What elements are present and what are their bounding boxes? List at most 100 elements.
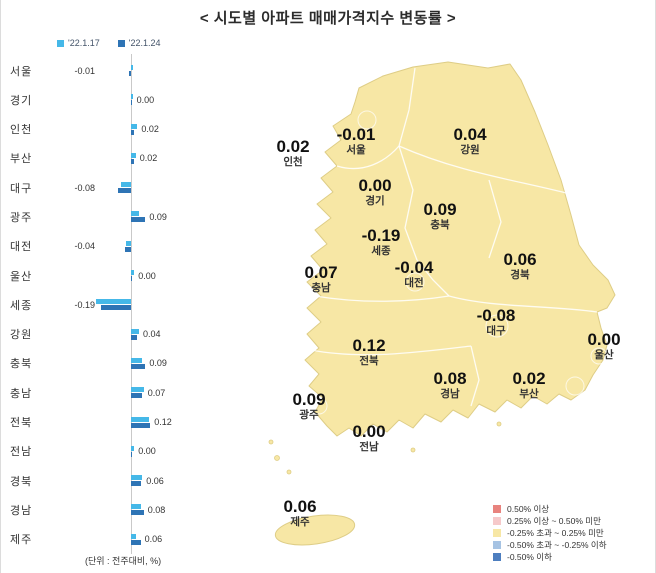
bar-week1 xyxy=(131,533,136,539)
bar-week1 xyxy=(131,445,135,451)
map-region-label-gwangju: 0.09 광주 xyxy=(292,391,325,421)
bar-week1 xyxy=(126,240,131,246)
value-label: 0.06 xyxy=(144,534,163,545)
region-label: 전남 xyxy=(10,446,33,459)
bar-week1 xyxy=(131,94,133,100)
value-label: 0.00 xyxy=(138,270,156,281)
region-label: 경기 xyxy=(10,94,33,107)
bar-week1 xyxy=(131,328,139,334)
map-region-name: 광주 xyxy=(299,408,319,421)
value-label: -0.01 xyxy=(74,65,95,76)
mainland xyxy=(304,61,616,437)
chart-row: 울산 0.00 xyxy=(7,261,257,290)
map-region-label-sejong: -0.19 세종 xyxy=(362,227,401,257)
jeju-shape xyxy=(274,514,356,546)
jeju-island xyxy=(274,514,356,546)
chart-row: 전북 0.12 xyxy=(7,408,257,437)
map-region-name: 경기 xyxy=(365,194,385,207)
map-legend-label: -0.50% 이하 xyxy=(507,552,552,562)
region-label: 경북 xyxy=(10,475,33,488)
map-region-value: 0.07 xyxy=(304,263,338,282)
bar-week2 xyxy=(131,158,135,164)
map-legend-label: 0.25% 이상 ~ 0.50% 미만 xyxy=(507,516,601,526)
bar-week1 xyxy=(131,270,135,276)
region-label: 세종 xyxy=(10,299,33,312)
legend-label-week1: '22.1.17 xyxy=(68,38,100,48)
map-region-name: 인천 xyxy=(283,155,303,168)
bar-week2 xyxy=(131,422,151,428)
map-legend-item-5: -0.50% 이하 xyxy=(493,551,607,563)
value-label: 0.00 xyxy=(138,446,156,457)
value-label: 0.07 xyxy=(147,387,166,398)
map-region-name: 서울 xyxy=(346,143,366,156)
bar-week1 xyxy=(131,416,149,422)
map-region-label-busan: 0.02 부산 xyxy=(512,370,545,400)
map-region-name: 강원 xyxy=(460,143,480,156)
map-legend-swatch xyxy=(493,541,501,549)
region-label: 부산 xyxy=(10,153,33,166)
bar-week2 xyxy=(124,246,131,252)
bar-week1 xyxy=(131,387,144,393)
region-label: 서울 xyxy=(10,65,33,78)
small-islands xyxy=(268,421,502,475)
chart-row: 제주 0.06 xyxy=(7,525,257,554)
map-region-name: 대구 xyxy=(486,324,506,337)
korea-map-svg xyxy=(268,61,616,546)
map-region-value: 0.00 xyxy=(587,330,621,349)
legend-item-week1: '22.1.17 xyxy=(57,38,100,48)
map-legend: 0.50% 이상 0.25% 이상 ~ 0.50% 미만 -0.25% 초과 ~ 0… xyxy=(493,503,607,563)
value-label: 0.09 xyxy=(149,358,167,369)
region-label: 강원 xyxy=(10,329,33,342)
value-label: -0.04 xyxy=(74,241,95,252)
legend-label-week2: '22.1.24 xyxy=(128,38,161,48)
map-region-name: 경북 xyxy=(510,268,530,281)
chart-row: 대구 -0.08 xyxy=(7,173,257,202)
bar-week2 xyxy=(131,276,132,282)
bar-week1 xyxy=(131,123,138,129)
map-legend-item-1: 0.50% 이상 xyxy=(493,503,607,515)
map-region-value: -0.08 xyxy=(476,306,516,325)
korea-map: 0.02 인천 -0.01 서울 0.04 강원 0.00 경기 0.09 충북 -0.19 세종 0.… xyxy=(263,50,653,570)
bar-week1 xyxy=(131,357,143,363)
legend-swatch-week1 xyxy=(57,39,64,47)
region-label: 울산 xyxy=(10,270,33,283)
bar-week1 xyxy=(121,182,131,188)
bar-week2 xyxy=(131,539,141,545)
chart-row: 부산 0.02 xyxy=(7,144,257,173)
value-label: 0.04 xyxy=(143,329,161,340)
map-region-label-daegu: -0.08 대구 xyxy=(477,307,516,337)
bar-week2 xyxy=(131,334,138,340)
map-region-value: -0.01 xyxy=(336,125,376,144)
chart-zero-axis xyxy=(131,54,132,554)
map-region-name: 충남 xyxy=(311,281,331,294)
bar-week2 xyxy=(100,305,131,311)
bar-week2 xyxy=(131,451,132,457)
map-region-labels: 0.02 인천 -0.01 서울 0.04 강원 0.00 경기 0.09 충북 -0.19 세종 0.… xyxy=(263,50,653,570)
map-legend-swatch xyxy=(493,553,501,561)
map-region-name: 충북 xyxy=(430,218,450,231)
chart-row: 광주 0.09 xyxy=(7,202,257,231)
chart-row: 서울 -0.01 xyxy=(7,56,257,85)
mainland-shape xyxy=(304,61,616,437)
chart-row: 세종 -0.19 xyxy=(7,290,257,319)
value-label: 0.06 xyxy=(146,475,164,486)
chart-row: 경북 0.06 xyxy=(7,466,257,495)
map-region-value: 0.06 xyxy=(283,497,317,516)
map-region-value: 0.08 xyxy=(433,369,467,388)
map-region-name: 경남 xyxy=(440,387,460,400)
region-label: 대구 xyxy=(10,182,33,195)
page-title: < 시도별 아파트 매매가격지수 변동률 > xyxy=(199,10,457,27)
region-label: 전북 xyxy=(10,417,33,430)
legend-swatch-week2 xyxy=(117,39,125,47)
bar-week2 xyxy=(131,100,132,106)
map-legend-label: -0.50% 초과 ~ -0.25% 이하 xyxy=(507,540,607,550)
bar-week1 xyxy=(131,211,139,217)
chart-row: 경남 0.08 xyxy=(7,495,257,524)
region-label: 제주 xyxy=(10,534,33,547)
map-region-label-jeonnam: 0.00 전남 xyxy=(352,423,385,453)
map-region-value: 0.02 xyxy=(512,369,546,388)
map-region-name: 전남 xyxy=(359,440,379,453)
bar-week2 xyxy=(131,393,143,399)
value-label: 0.12 xyxy=(154,417,172,428)
chart-row: 전남 0.00 xyxy=(7,437,257,466)
